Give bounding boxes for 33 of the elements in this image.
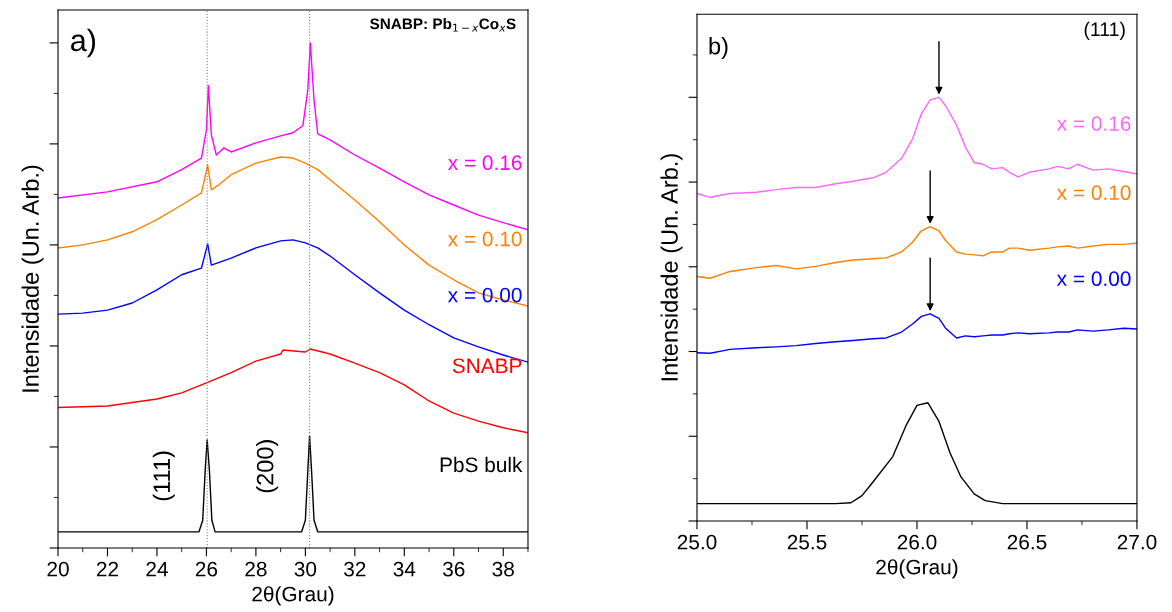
x-axis-title: 2θ(Grau) [876, 559, 958, 579]
x-tick-label: 27.0 [1117, 534, 1157, 550]
x-tick-label: 34 [393, 561, 416, 577]
text: (111) [1084, 21, 1125, 40]
series-label: x = 0.00 [447, 287, 522, 303]
annotation: (200) [256, 440, 279, 493]
text: x = 0.00 [1056, 271, 1131, 287]
x-tick-label: 22 [96, 561, 119, 577]
text: x = 0.10 [1056, 185, 1131, 201]
text: b) [709, 37, 728, 60]
x-tick-label: 26.0 [897, 534, 937, 550]
x-tick-label: 28 [245, 561, 267, 577]
y-axis-title: Intensidade (Un. Arb.) [21, 165, 44, 392]
x-tick-label: 32 [344, 561, 366, 577]
x-tick-label: 26 [195, 561, 218, 577]
x-tick-label: 38 [492, 561, 514, 577]
series-label: x = 0.16 [1056, 116, 1131, 131]
x-axis-title: 2θ(Grau) [252, 586, 334, 606]
series-label: SNABP [452, 358, 522, 374]
x-tick-label: 20 [47, 561, 69, 577]
x-tick-label: 36 [442, 561, 465, 577]
text: PbS bulk [440, 456, 523, 473]
series-label: x = 0.16 [447, 155, 522, 171]
x-tick-label: 24 [146, 561, 168, 577]
x-tick-label: 25.5 [787, 534, 827, 550]
series-label: x = 0.10 [447, 231, 522, 247]
y-axis-title: Intensidade (Un. Arb.) [660, 154, 683, 381]
x-tick-label: 26.5 [1007, 534, 1047, 550]
annotation: (111) [152, 451, 175, 501]
text: SNABP: Pb$_{1−x}$Co$_{x}$S [370, 18, 516, 32]
annotation: a) [71, 28, 96, 58]
x-tick-label: 25.0 [677, 534, 717, 550]
x-tick-label: 30 [294, 561, 317, 577]
